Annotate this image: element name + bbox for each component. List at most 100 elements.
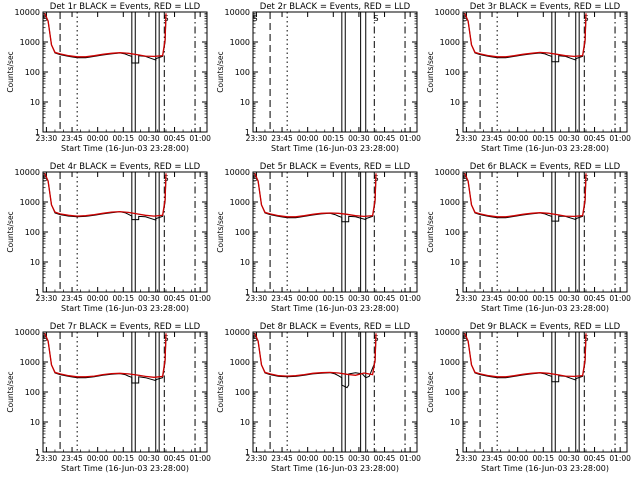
panel-title: Det 4r BLACK = Events, RED = LLD bbox=[50, 162, 201, 172]
x-tick-label: 00:00 bbox=[87, 134, 109, 143]
y-tick-label: 10000 bbox=[15, 168, 40, 177]
plot-frame bbox=[462, 171, 628, 293]
y-tick-label: 1000 bbox=[20, 38, 40, 47]
x-tick-label: 01:00 bbox=[189, 454, 211, 463]
y-tick-label: 1000 bbox=[440, 38, 460, 47]
x-tick-label: 23:45 bbox=[271, 454, 293, 463]
x-tick-label: 00:30 bbox=[558, 294, 580, 303]
segment-marker: S bbox=[463, 334, 468, 343]
y-tick-label: 10 bbox=[240, 258, 250, 267]
x-axis-label: Start Time (16-Jun-03 23:28:00) bbox=[271, 304, 399, 313]
x-tick-label: 00:30 bbox=[558, 454, 580, 463]
x-tick-label: 01:00 bbox=[189, 134, 211, 143]
x-tick-label: 00:30 bbox=[138, 454, 160, 463]
segment-marker: S bbox=[43, 174, 48, 183]
x-tick-label: 00:45 bbox=[584, 454, 606, 463]
events-series-line bbox=[254, 173, 377, 223]
panel-title: Det 5r BLACK = Events, RED = LLD bbox=[260, 162, 411, 172]
x-tick-label: 23:45 bbox=[271, 294, 293, 303]
x-tick-label: 00:00 bbox=[87, 294, 109, 303]
x-tick-label: 01:00 bbox=[399, 134, 421, 143]
y-tick-label: 100 bbox=[235, 228, 250, 237]
y-tick-label: 1000 bbox=[230, 198, 250, 207]
y-tick-label: 1 bbox=[245, 128, 250, 137]
detector-panel: Det 7r BLACK = Events, RED = LLD 1 10 100 10… bbox=[6, 322, 211, 473]
x-tick-label: 00:15 bbox=[532, 134, 554, 143]
x-tick-label: 00:15 bbox=[322, 294, 344, 303]
lld-series-line bbox=[254, 333, 377, 377]
x-tick-label: 23:45 bbox=[481, 294, 503, 303]
x-axis-label: Start Time (16-Jun-03 23:28:00) bbox=[481, 144, 609, 153]
x-tick-label: 00:15 bbox=[112, 134, 134, 143]
y-tick-label: 100 bbox=[25, 388, 40, 397]
plot-frame bbox=[42, 11, 208, 133]
y-tick-label: 1 bbox=[455, 128, 460, 137]
x-tick-label: 23:30 bbox=[36, 454, 58, 463]
detector-panel: Det 5r BLACK = Events, RED = LLD 1 10 100 10… bbox=[216, 162, 421, 313]
y-tick-label: 100 bbox=[235, 68, 250, 77]
y-tick-label: 100 bbox=[235, 388, 250, 397]
y-tick-label: 100 bbox=[445, 68, 460, 77]
x-tick-label: 00:30 bbox=[348, 134, 370, 143]
panel-title: Det 6r BLACK = Events, RED = LLD bbox=[470, 162, 621, 172]
y-tick-label: 1 bbox=[245, 288, 250, 297]
segment-marker: S bbox=[253, 174, 258, 183]
y-axis-label: Counts/sec bbox=[426, 211, 435, 252]
y-axis-label: Counts/sec bbox=[216, 211, 225, 252]
x-tick-label: 23:30 bbox=[456, 134, 478, 143]
detector-panel: Det 3r BLACK = Events, RED = LLD 1 10 100 10… bbox=[426, 2, 631, 153]
segment-marker: S bbox=[43, 334, 48, 343]
y-tick-label: 10000 bbox=[225, 168, 250, 177]
x-tick-label: 01:00 bbox=[609, 294, 631, 303]
y-tick-label: 100 bbox=[25, 68, 40, 77]
y-tick-label: 1000 bbox=[20, 198, 40, 207]
x-tick-label: 23:30 bbox=[36, 134, 58, 143]
y-axis-label: Counts/sec bbox=[216, 371, 225, 412]
segment-marker: S bbox=[463, 14, 468, 23]
y-tick-label: 1000 bbox=[20, 358, 40, 367]
plot-frame bbox=[252, 331, 418, 453]
x-tick-label: 23:30 bbox=[456, 294, 478, 303]
events-series-line bbox=[464, 13, 587, 63]
detector-panel: Det 9r BLACK = Events, RED = LLD 1 10 100 10… bbox=[426, 322, 631, 473]
y-tick-label: 100 bbox=[445, 228, 460, 237]
y-axis-label: Counts/sec bbox=[6, 211, 15, 252]
panel-title: Det 2r BLACK = Events, RED = LLD bbox=[260, 2, 411, 12]
x-tick-label: 00:00 bbox=[297, 294, 319, 303]
lld-series-line bbox=[464, 173, 587, 218]
segment-marker: S bbox=[253, 334, 258, 343]
x-tick-label: 00:00 bbox=[87, 454, 109, 463]
panel-title: Det 7r BLACK = Events, RED = LLD bbox=[50, 322, 201, 332]
y-tick-label: 10 bbox=[240, 98, 250, 107]
panel-title: Det 3r BLACK = Events, RED = LLD bbox=[470, 2, 621, 12]
plot-frame bbox=[462, 11, 628, 133]
y-tick-label: 10 bbox=[450, 98, 460, 107]
y-tick-label: 1 bbox=[455, 448, 460, 457]
x-tick-label: 23:30 bbox=[246, 294, 268, 303]
segment-marker: S bbox=[253, 14, 258, 23]
lld-series-line bbox=[464, 333, 587, 378]
x-axis-label: Start Time (16-Jun-03 23:28:00) bbox=[481, 464, 609, 473]
segment-marker: S bbox=[373, 14, 378, 23]
x-tick-label: 23:45 bbox=[61, 134, 83, 143]
y-tick-label: 10 bbox=[450, 418, 460, 427]
plot-frame bbox=[462, 331, 628, 453]
y-axis-label: Counts/sec bbox=[216, 51, 225, 92]
x-axis-label: Start Time (16-Jun-03 23:28:00) bbox=[61, 464, 189, 473]
x-axis-label: Start Time (16-Jun-03 23:28:00) bbox=[271, 144, 399, 153]
lld-series-line bbox=[254, 173, 377, 218]
x-tick-label: 01:00 bbox=[609, 134, 631, 143]
plot-frame bbox=[252, 11, 418, 133]
x-tick-label: 23:45 bbox=[61, 454, 83, 463]
x-tick-label: 00:45 bbox=[164, 454, 186, 463]
y-tick-label: 1000 bbox=[230, 38, 250, 47]
x-tick-label: 23:45 bbox=[271, 134, 293, 143]
panel-title: Det 1r BLACK = Events, RED = LLD bbox=[50, 2, 201, 12]
y-axis-label: Counts/sec bbox=[426, 51, 435, 92]
lld-series-line bbox=[44, 333, 167, 378]
x-tick-label: 00:15 bbox=[112, 294, 134, 303]
y-tick-label: 1 bbox=[455, 288, 460, 297]
x-tick-label: 00:15 bbox=[112, 454, 134, 463]
y-tick-label: 10 bbox=[30, 98, 40, 107]
